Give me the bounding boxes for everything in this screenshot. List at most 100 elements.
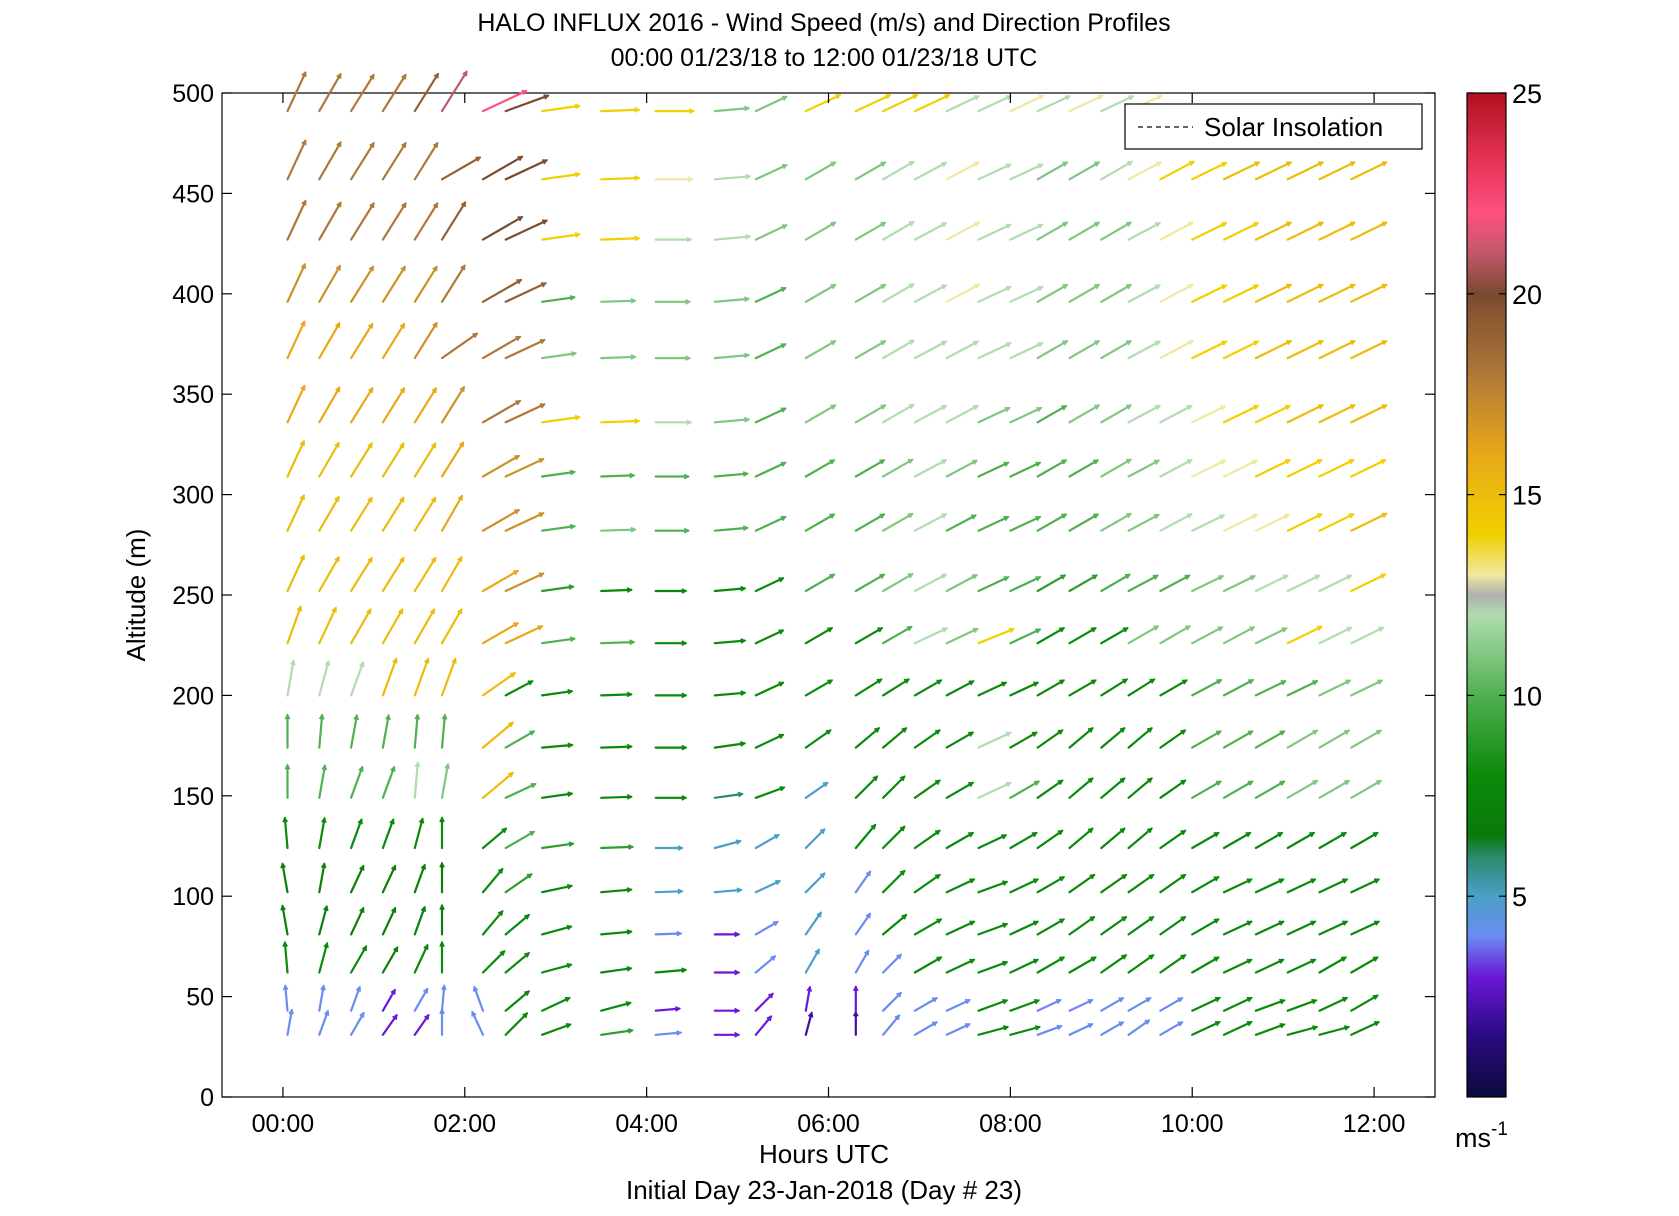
wind-vector-head bbox=[1093, 513, 1100, 519]
wind-vector-head bbox=[1184, 574, 1191, 580]
wind-vector-head bbox=[686, 419, 693, 426]
wind-vector bbox=[600, 845, 634, 850]
wind-vector bbox=[600, 745, 633, 749]
wind-vector-head bbox=[336, 72, 342, 79]
wind-vector bbox=[504, 990, 530, 1012]
wind-vector bbox=[913, 679, 943, 697]
wind-vector bbox=[318, 942, 329, 974]
wind-vector-head bbox=[1153, 514, 1160, 520]
wind-vector bbox=[504, 403, 546, 424]
wind-vector-head bbox=[1316, 625, 1323, 631]
wind-vector bbox=[1254, 404, 1291, 424]
wind-vector-head bbox=[1214, 996, 1221, 1003]
wind-vector bbox=[381, 988, 396, 1012]
wind-vector bbox=[1068, 459, 1099, 478]
wind-vector bbox=[481, 569, 519, 593]
wind-vector-head bbox=[431, 442, 437, 449]
wind-vector bbox=[1068, 873, 1096, 894]
wind-vector bbox=[1254, 340, 1292, 360]
wind-vector-head bbox=[1122, 678, 1129, 684]
wind-vector bbox=[318, 862, 326, 894]
wind-vector-head bbox=[1312, 729, 1319, 736]
wind-vector-head bbox=[1094, 404, 1101, 410]
wind-vector-head bbox=[540, 282, 547, 288]
colorbar-unit-exponent: -1 bbox=[1491, 1119, 1508, 1140]
wind-vector-head bbox=[538, 512, 545, 518]
wind-vector bbox=[654, 1007, 681, 1012]
wind-vector-head bbox=[1372, 994, 1379, 1000]
wind-vector bbox=[804, 404, 837, 424]
wind-vector bbox=[977, 515, 1010, 532]
wind-vector bbox=[804, 781, 829, 799]
y-axis: 0 50 100 150 200 250 300 350 400 450 500 bbox=[172, 80, 1435, 1112]
wind-vector bbox=[413, 72, 440, 113]
wind-vector-head bbox=[357, 818, 363, 825]
wind-vector bbox=[1009, 780, 1040, 799]
wind-vector bbox=[977, 342, 1012, 360]
wind-vector-head bbox=[400, 265, 406, 272]
wind-vector-head bbox=[1125, 513, 1132, 519]
wind-vector-head bbox=[781, 95, 788, 101]
wind-vector bbox=[1036, 221, 1069, 241]
wind-vector-head bbox=[420, 905, 427, 912]
wind-vector bbox=[504, 873, 533, 894]
wind-vector-head bbox=[1089, 916, 1096, 922]
wind-vector bbox=[713, 639, 746, 645]
wind-vector-head bbox=[941, 405, 948, 411]
wind-vector bbox=[1318, 878, 1348, 894]
wind-vector-head bbox=[418, 817, 425, 824]
wind-vector-head bbox=[1033, 998, 1041, 1005]
wind-vector bbox=[286, 494, 305, 532]
wind-vector-head bbox=[941, 222, 948, 228]
y-tick-label: 250 bbox=[172, 582, 214, 610]
wind-vector-head bbox=[931, 997, 938, 1003]
wind-vector-head bbox=[280, 862, 286, 869]
wind-vector-head bbox=[1186, 405, 1193, 411]
wind-vector-head bbox=[1094, 340, 1101, 346]
wind-vector-head bbox=[974, 283, 981, 290]
wind-vector-head bbox=[681, 640, 688, 647]
wind-vector bbox=[413, 714, 419, 749]
wind-vector-head bbox=[899, 775, 906, 782]
wind-vector bbox=[504, 782, 537, 799]
wind-vector bbox=[945, 283, 980, 303]
wind-vector bbox=[413, 265, 438, 303]
wind-vector-head bbox=[770, 955, 777, 961]
wind-vector-head bbox=[634, 106, 641, 113]
wind-vector-head bbox=[1057, 729, 1064, 735]
wind-vector-head bbox=[973, 405, 980, 411]
wind-vector-head bbox=[472, 985, 479, 992]
wind-vector-head bbox=[441, 984, 447, 991]
wind-vector-head bbox=[743, 352, 751, 359]
wind-vector bbox=[318, 265, 341, 303]
wind-vector bbox=[977, 999, 1008, 1012]
wind-vector bbox=[1036, 779, 1064, 799]
wind-vector-head bbox=[1154, 405, 1161, 411]
wind-vector-head bbox=[1087, 727, 1094, 733]
wind-vector bbox=[350, 73, 375, 113]
wind-vector-head bbox=[1342, 878, 1349, 884]
wind-vector-head bbox=[626, 887, 633, 893]
wind-vector-head bbox=[901, 727, 908, 733]
wind-vector bbox=[945, 221, 980, 241]
wind-vector-head bbox=[681, 744, 688, 751]
wind-vector-head bbox=[740, 741, 747, 747]
wind-vector-head bbox=[734, 1007, 741, 1014]
wind-vector-head bbox=[1317, 340, 1325, 346]
wind-vector bbox=[913, 956, 943, 974]
wind-vector bbox=[913, 404, 947, 424]
wind-vector-head bbox=[1094, 221, 1101, 228]
wind-vector-head bbox=[1280, 680, 1287, 686]
wind-vector bbox=[350, 714, 358, 749]
x-axis-label: Hours UTC bbox=[759, 1139, 889, 1169]
wind-vector-head bbox=[1180, 916, 1187, 922]
wind-vector-head bbox=[369, 141, 375, 148]
wind-vector-head bbox=[1061, 513, 1068, 519]
wind-vector-head bbox=[894, 1014, 901, 1021]
wind-vector-head bbox=[908, 339, 915, 345]
wind-vector-head bbox=[1373, 878, 1380, 884]
wind-vector-head bbox=[936, 956, 943, 962]
wind-vector bbox=[1159, 574, 1191, 593]
wind-vector-head bbox=[1119, 827, 1126, 834]
wind-vector-head bbox=[401, 141, 407, 148]
